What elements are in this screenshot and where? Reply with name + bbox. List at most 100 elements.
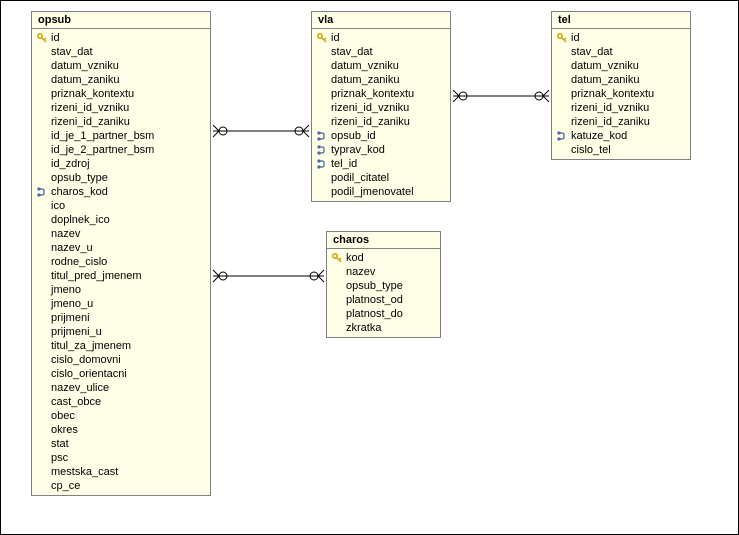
blank-icon bbox=[36, 172, 48, 184]
field-name: stav_dat bbox=[571, 45, 613, 59]
field-name: datum_zaniku bbox=[331, 73, 400, 87]
blank-icon bbox=[36, 466, 48, 478]
pk-icon bbox=[556, 32, 568, 44]
field-row: typrav_kod bbox=[312, 143, 450, 157]
field-row: nazev_u bbox=[32, 241, 210, 255]
erd-canvas: opsubidstav_datdatum_vznikudatum_zanikup… bbox=[0, 0, 739, 535]
field-name: nazev_u bbox=[51, 241, 93, 255]
field-name: priznak_kontextu bbox=[571, 87, 654, 101]
field-name: jmeno_u bbox=[51, 297, 93, 311]
field-row: podil_jmenovatel bbox=[312, 185, 450, 199]
blank-icon bbox=[556, 144, 568, 156]
field-name: id_je_2_partner_bsm bbox=[51, 143, 154, 157]
field-name: datum_vzniku bbox=[331, 59, 399, 73]
blank-icon bbox=[556, 74, 568, 86]
field-name: nazev bbox=[346, 265, 375, 279]
blank-icon bbox=[36, 116, 48, 128]
fk-icon bbox=[316, 158, 328, 170]
field-row: nazev bbox=[327, 265, 440, 279]
field-name: cast_obce bbox=[51, 395, 101, 409]
field-name: nazev_ulice bbox=[51, 381, 109, 395]
blank-icon bbox=[36, 270, 48, 282]
field-row: tel_id bbox=[312, 157, 450, 171]
field-name: doplnek_ico bbox=[51, 213, 110, 227]
field-row: psc bbox=[32, 451, 210, 465]
field-row: podil_citatel bbox=[312, 171, 450, 185]
fk-icon bbox=[556, 130, 568, 142]
blank-icon bbox=[556, 60, 568, 72]
blank-icon bbox=[316, 46, 328, 58]
blank-icon bbox=[556, 102, 568, 114]
field-row: platnost_od bbox=[327, 293, 440, 307]
entity-title: opsub bbox=[32, 12, 210, 29]
blank-icon bbox=[36, 214, 48, 226]
field-row: datum_zaniku bbox=[32, 73, 210, 87]
blank-icon bbox=[36, 326, 48, 338]
entity-vla: vlaidstav_datdatum_vznikudatum_zanikupri… bbox=[311, 11, 451, 202]
field-name: datum_zaniku bbox=[51, 73, 120, 87]
field-row: id bbox=[32, 31, 210, 45]
blank-icon bbox=[331, 294, 343, 306]
field-name: id bbox=[331, 31, 340, 45]
blank-icon bbox=[36, 396, 48, 408]
blank-icon bbox=[36, 228, 48, 240]
entity-fields: kodnazevopsub_typeplatnost_odplatnost_do… bbox=[327, 249, 440, 337]
blank-icon bbox=[36, 200, 48, 212]
field-name: datum_zaniku bbox=[571, 73, 640, 87]
field-name: kod bbox=[346, 251, 364, 265]
field-name: obec bbox=[51, 409, 75, 423]
field-row: jmeno_u bbox=[32, 297, 210, 311]
field-name: tel_id bbox=[331, 157, 357, 171]
blank-icon bbox=[556, 46, 568, 58]
field-row: opsub_id bbox=[312, 129, 450, 143]
field-row: rodne_cislo bbox=[32, 255, 210, 269]
blank-icon bbox=[556, 88, 568, 100]
field-row: prijmeni_u bbox=[32, 325, 210, 339]
pk-icon bbox=[316, 32, 328, 44]
field-row: id_zdroj bbox=[32, 157, 210, 171]
field-row: stat bbox=[32, 437, 210, 451]
field-row: rizeni_id_vzniku bbox=[32, 101, 210, 115]
field-name: rizeni_id_vzniku bbox=[51, 101, 129, 115]
field-row: priznak_kontextu bbox=[312, 87, 450, 101]
field-name: typrav_kod bbox=[331, 143, 385, 157]
blank-icon bbox=[36, 382, 48, 394]
field-name: id bbox=[571, 31, 580, 45]
field-row: datum_vzniku bbox=[312, 59, 450, 73]
field-row: rizeni_id_zaniku bbox=[32, 115, 210, 129]
field-row: doplnek_ico bbox=[32, 213, 210, 227]
field-row: opsub_type bbox=[32, 171, 210, 185]
blank-icon bbox=[36, 102, 48, 114]
field-row: rizeni_id_zaniku bbox=[312, 115, 450, 129]
blank-icon bbox=[316, 172, 328, 184]
field-name: rizeni_id_zaniku bbox=[51, 115, 130, 129]
field-name: podil_jmenovatel bbox=[331, 185, 414, 199]
field-row: jmeno bbox=[32, 283, 210, 297]
field-name: prijmeni bbox=[51, 311, 90, 325]
field-row: datum_vzniku bbox=[552, 59, 690, 73]
entity-title: tel bbox=[552, 12, 690, 29]
fk-icon bbox=[316, 130, 328, 142]
field-row: nazev_ulice bbox=[32, 381, 210, 395]
fk-icon bbox=[316, 144, 328, 156]
blank-icon bbox=[316, 60, 328, 72]
field-row: titul_pred_jmenem bbox=[32, 269, 210, 283]
field-row: cislo_tel bbox=[552, 143, 690, 157]
blank-icon bbox=[36, 354, 48, 366]
field-name: okres bbox=[51, 423, 78, 437]
field-row: rizeni_id_zaniku bbox=[552, 115, 690, 129]
field-row: ico bbox=[32, 199, 210, 213]
field-row: kod bbox=[327, 251, 440, 265]
field-row: id bbox=[312, 31, 450, 45]
blank-icon bbox=[331, 266, 343, 278]
pk-icon bbox=[36, 32, 48, 44]
field-name: charos_kod bbox=[51, 185, 108, 199]
blank-icon bbox=[316, 102, 328, 114]
field-name: id_je_1_partner_bsm bbox=[51, 129, 154, 143]
entity-title: vla bbox=[312, 12, 450, 29]
field-row: cast_obce bbox=[32, 395, 210, 409]
blank-icon bbox=[36, 298, 48, 310]
field-row: opsub_type bbox=[327, 279, 440, 293]
blank-icon bbox=[36, 46, 48, 58]
field-name: stav_dat bbox=[51, 45, 93, 59]
